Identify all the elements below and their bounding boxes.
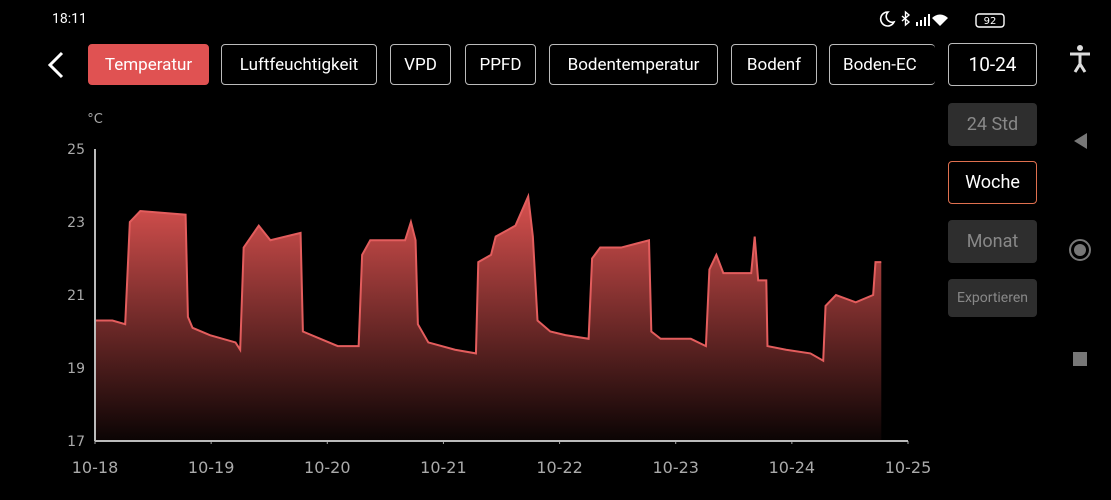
range-button[interactable]: Woche — [948, 161, 1037, 204]
date-button[interactable]: 10-24 — [948, 43, 1037, 86]
nav-bar — [1069, 45, 1091, 366]
area — [95, 196, 882, 441]
chart: °C 17 19 21 23 25 10-18 10-19 10-20 10-21 10-22 10… — [67, 112, 932, 477]
y-tick-label: 19 — [67, 361, 85, 377]
tab[interactable]: Bodentemperatur — [549, 44, 718, 85]
range-button[interactable]: 24 Std — [948, 103, 1037, 146]
y-unit: °C — [87, 112, 103, 127]
tab[interactable]: Temperatur — [88, 44, 209, 85]
line — [95, 192, 882, 363]
export-button[interactable]: Exportieren — [948, 279, 1037, 317]
x-tick-label: 10-19 — [188, 458, 235, 477]
x-tick-label: 10-24 — [769, 458, 816, 477]
y-tick-label: 25 — [67, 142, 85, 158]
y-tick-label: 17 — [67, 434, 85, 450]
x-tick-label: 10-18 — [72, 458, 119, 477]
range-button[interactable]: Monat — [948, 220, 1037, 263]
battery-level: 92 — [984, 16, 997, 27]
tab[interactable]: Luftfeuchtigkeit — [221, 44, 377, 85]
x-tick-label: 10-22 — [536, 458, 583, 477]
x-tick-label: 10-23 — [652, 458, 699, 477]
x-tick-label: 10-21 — [420, 458, 467, 477]
x-tick-label: 10-20 — [304, 458, 351, 477]
x-tick-label: 10-25 — [885, 458, 932, 477]
back-button[interactable] — [42, 50, 70, 80]
tab[interactable]: VPD — [390, 44, 451, 85]
y-tick-label: 23 — [67, 215, 85, 231]
tab[interactable]: Boden-EC — [829, 44, 935, 85]
status-time: 18:11 — [52, 11, 87, 27]
tab[interactable]: PPFD — [465, 44, 536, 85]
tab[interactable]: Bodenf — [731, 44, 817, 85]
status-icons: 92 — [879, 10, 1005, 28]
y-tick-label: 21 — [67, 288, 85, 304]
